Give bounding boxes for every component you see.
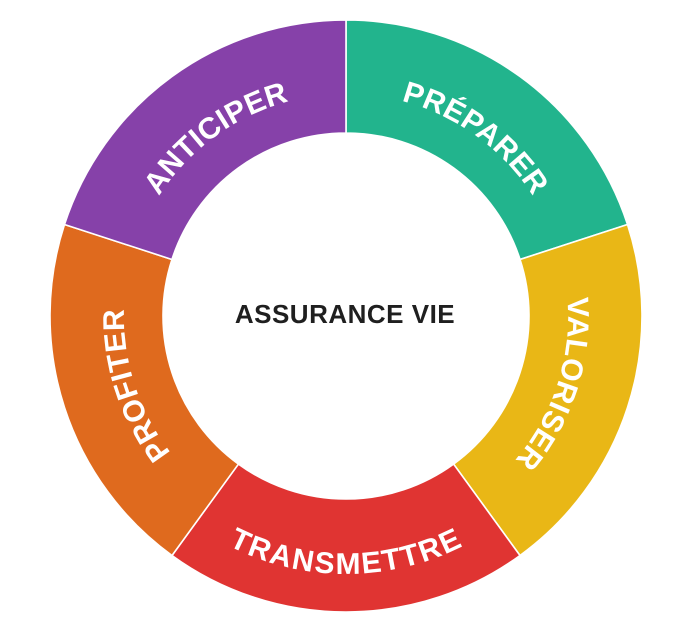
- segment-preparer: [345, 19, 629, 261]
- center-disc: [164, 134, 528, 498]
- segment-profiter: [49, 223, 240, 557]
- segment-anticiper: [63, 19, 347, 261]
- segment-transmettre: [170, 462, 522, 613]
- segment-valoriser: [452, 223, 643, 557]
- center-label: ASSURANCE VIE: [235, 299, 455, 329]
- segments-layer: [49, 19, 643, 613]
